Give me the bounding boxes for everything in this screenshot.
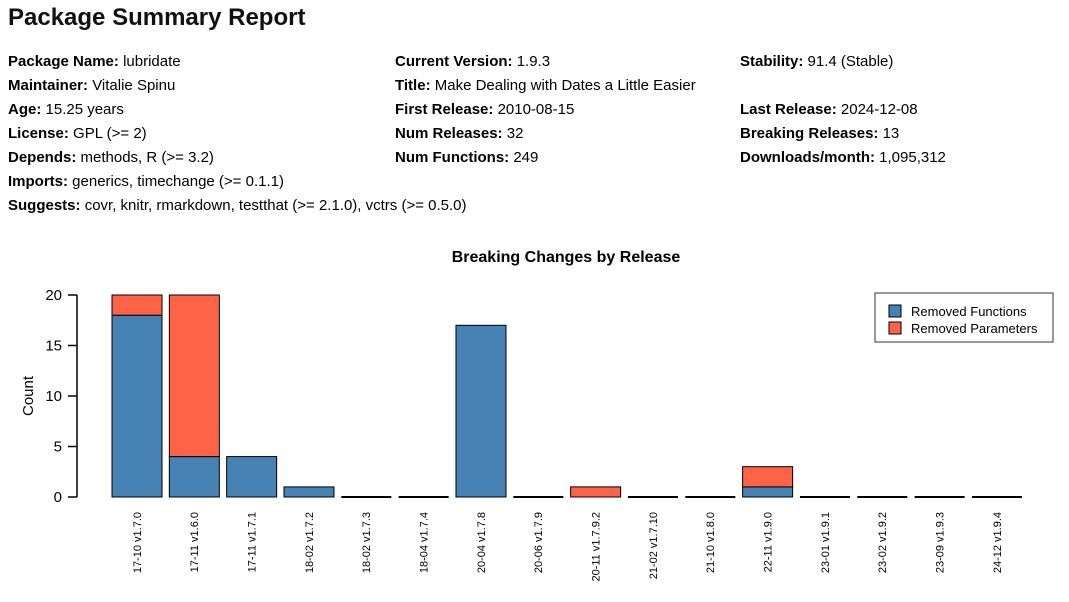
info-field-value: generics, timechange (>= 0.1.1)	[72, 173, 284, 190]
y-tick-label: 10	[45, 388, 62, 405]
bar-segment-removed-functions	[226, 456, 278, 498]
info-field: Num Functions: 249	[395, 146, 696, 170]
info-field-label: Current Version:	[395, 53, 513, 70]
x-tick-label: 23-01 v1.9.1	[820, 512, 832, 573]
x-tick-label: 22-11 v1.9.0	[762, 512, 774, 572]
info-field-label: Num Releases:	[395, 125, 503, 142]
x-tick-label: 21-10 v1.8.0	[705, 512, 717, 573]
info-field-value: Make Dealing with Dates a Little Easier	[434, 77, 696, 94]
info-field-label: Maintainer:	[8, 77, 89, 94]
bar-segment-removed-functions	[742, 486, 794, 498]
y-tick-label: 15	[45, 338, 62, 355]
info-field: Maintainer: Vitalie Spinu	[8, 74, 467, 98]
info-field-label: Suggests:	[8, 197, 81, 214]
info-field: Depends: methods, R (>= 3.2)	[8, 146, 467, 170]
x-tick-label: 20-11 v1.7.9.2	[590, 512, 602, 582]
info-field-label: License:	[8, 125, 69, 142]
info-field-label: Depends:	[8, 149, 77, 166]
info-field-value: 2010-08-15	[497, 101, 575, 118]
info-field: Title: Make Dealing with Dates a Little …	[395, 74, 696, 98]
info-field-label: Last Release:	[740, 101, 837, 118]
info-field: Downloads/month: 1,095,312	[740, 146, 946, 170]
x-tick-label: 17-11 v1.6.0	[189, 512, 201, 572]
bar-segment-removed-parameters	[168, 294, 220, 458]
info-field-value: Vitalie Spinu	[92, 77, 176, 94]
page-title: Package Summary Report	[8, 4, 306, 31]
x-tick-label: 17-11 v1.7.1	[247, 512, 259, 572]
legend-swatch-removed-parameters	[888, 321, 902, 335]
info-field-value: 13	[882, 125, 900, 142]
info-field-label: Age:	[8, 101, 42, 118]
x-tick-label: 17-10 v1.7.0	[132, 512, 144, 573]
info-field-value: 249	[513, 149, 539, 166]
x-tick-label: 24-12 v1.9.4	[992, 512, 1004, 573]
info-field-label: First Release:	[395, 101, 494, 118]
info-field-label: Downloads/month:	[740, 149, 875, 166]
info-field: Stability: 91.4 (Stable)	[740, 50, 946, 74]
y-tick-label: 5	[54, 439, 62, 456]
info-field-value: 1.9.3	[516, 53, 551, 70]
info-field: Breaking Releases: 13	[740, 122, 946, 146]
bar-segment-removed-functions	[283, 486, 335, 498]
legend-label: Removed Parameters	[911, 321, 1038, 336]
info-field-value: lubridate	[123, 53, 181, 70]
x-tick-label: 23-09 v1.9.3	[934, 512, 946, 573]
x-tick-label: 18-02 v1.7.3	[361, 512, 373, 573]
bar-segment-removed-functions	[111, 314, 163, 498]
info-field-value: GPL (>= 2)	[73, 125, 147, 142]
x-tick-label: 21-02 v1.7.10	[648, 512, 660, 579]
info-field-label: Breaking Releases:	[740, 125, 879, 142]
info-field: Num Releases: 32	[395, 122, 696, 146]
info-field-value: 2024-12-08	[840, 101, 918, 118]
y-tick-label: 20	[45, 287, 62, 304]
info-field: Age: 15.25 years	[8, 98, 467, 122]
x-tick-label: 23-02 v1.9.2	[877, 512, 889, 573]
chart-title: Breaking Changes by Release	[452, 249, 681, 266]
info-field-value: methods, R (>= 3.2)	[80, 149, 214, 166]
info-field-label: Title:	[395, 77, 431, 94]
info-field-value: 32	[506, 125, 524, 142]
bar-segment-removed-functions	[455, 324, 507, 498]
info-field: Current Version: 1.9.3	[395, 50, 696, 74]
bar-segment-removed-parameters	[742, 466, 794, 488]
x-tick-label: 18-02 v1.7.2	[304, 512, 316, 573]
info-column-middle: Current Version: 1.9.3 Title: Make Dealin…	[395, 50, 696, 170]
info-field: Suggests: covr, knitr, rmarkdown, testth…	[8, 194, 467, 218]
bar-segment-removed-parameters	[570, 486, 622, 498]
x-tick-label: 20-06 v1.7.9	[533, 512, 545, 573]
info-field: Imports: generics, timechange (>= 0.1.1)	[8, 170, 467, 194]
info-field: License: GPL (>= 2)	[8, 122, 467, 146]
legend-label: Removed Functions	[911, 304, 1027, 319]
info-field-value: covr, knitr, rmarkdown, testthat (>= 2.1…	[84, 197, 467, 214]
y-tick-label: 0	[54, 489, 62, 506]
info-field-label: Stability:	[740, 53, 804, 70]
x-tick-label: 20-04 v1.7.8	[476, 512, 488, 573]
bar-segment-removed-parameters	[111, 294, 163, 316]
info-column-right: Stability: 91.4 (Stable) Last Release: 2…	[740, 50, 946, 170]
info-field: Last Release: 2024-12-08	[740, 98, 946, 122]
info-column-left: Package Name: lubridate Maintainer: Vital…	[8, 50, 467, 218]
info-field-label: Num Functions:	[395, 149, 510, 166]
info-field-value: 91.4 (Stable)	[807, 53, 894, 70]
info-field: Package Name: lubridate	[8, 50, 467, 74]
bar-segment-removed-functions	[168, 456, 220, 498]
info-field-value: 1,095,312	[879, 149, 946, 166]
info-field-label: Imports:	[8, 173, 68, 190]
info-field: First Release: 2010-08-15	[395, 98, 696, 122]
legend-box	[874, 292, 1054, 343]
y-axis-title: Count	[20, 375, 37, 416]
legend-swatch-removed-functions	[888, 304, 902, 318]
info-field-value: 15.25 years	[45, 101, 124, 118]
info-field-label: Package Name:	[8, 53, 119, 70]
x-tick-label: 18-04 v1.7.4	[419, 512, 431, 573]
